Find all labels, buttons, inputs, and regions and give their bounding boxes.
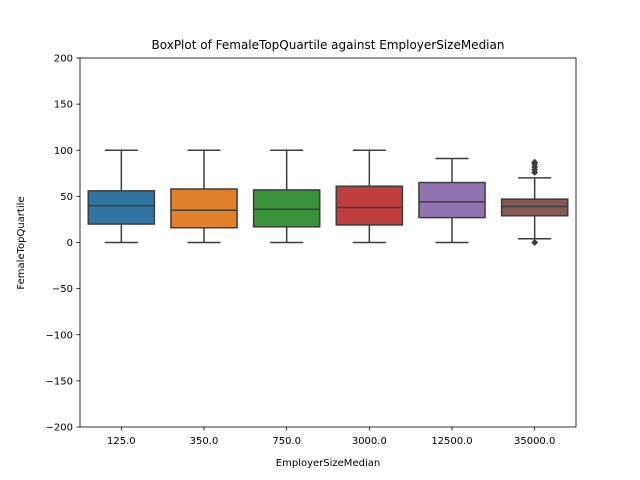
x-tick-label: 750.0 bbox=[272, 436, 301, 447]
box-group bbox=[252, 149, 321, 244]
y-tick-label: −150 bbox=[46, 376, 73, 387]
y-tick-label: −50 bbox=[52, 284, 73, 295]
box-iqr bbox=[87, 190, 156, 225]
y-tick-label: −200 bbox=[46, 423, 73, 434]
box-iqr bbox=[252, 189, 321, 228]
y-axis-label: FemaleTopQuartile bbox=[16, 196, 27, 289]
outlier-point bbox=[531, 158, 539, 166]
box-iqr bbox=[170, 188, 238, 229]
plot-area: 200 150 100 50 0 −50 −100 −150 −200 125.0 350.0 750… bbox=[46, 54, 577, 447]
box-iqr bbox=[418, 181, 486, 219]
x-axis-label: EmployerSizeMedian bbox=[276, 458, 380, 469]
y-tick-label: 200 bbox=[54, 54, 73, 65]
chart-title: BoxPlot of FemaleTopQuartile against Emp… bbox=[152, 38, 505, 52]
box-group bbox=[418, 157, 486, 244]
box-group bbox=[500, 158, 569, 247]
x-tick-label: 125.0 bbox=[107, 436, 136, 447]
x-tick-label: 350.0 bbox=[190, 436, 219, 447]
x-tick-label: 12500.0 bbox=[431, 436, 472, 447]
y-tick-label: 0 bbox=[67, 238, 73, 249]
outlier-point bbox=[531, 238, 539, 247]
x-tick-label: 35000.0 bbox=[514, 436, 555, 447]
box-group bbox=[335, 149, 404, 244]
box-group bbox=[87, 149, 156, 244]
y-tick-label: 100 bbox=[54, 146, 73, 157]
x-tick-label: 3000.0 bbox=[352, 436, 387, 447]
y-tick-label: −100 bbox=[46, 330, 73, 341]
y-tick-label: 50 bbox=[60, 192, 73, 203]
box-iqr bbox=[500, 198, 569, 217]
axes-frame bbox=[79, 57, 577, 428]
box-iqr bbox=[335, 185, 404, 226]
box-group bbox=[170, 149, 238, 244]
y-tick-label: 150 bbox=[54, 100, 73, 111]
